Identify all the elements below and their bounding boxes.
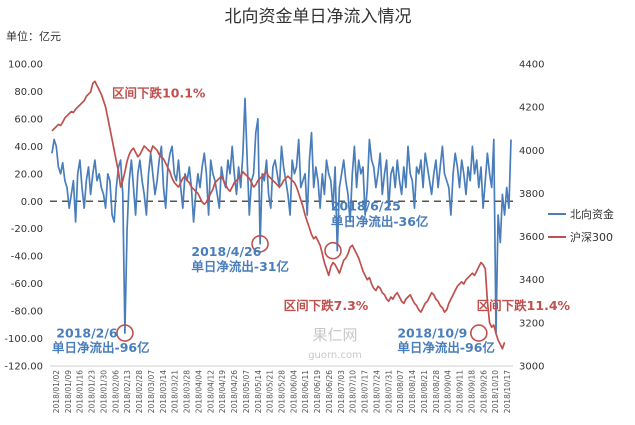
x-tick-label: 2018/06/19 xyxy=(313,370,322,413)
outflow-annotation: 2018/2/6 xyxy=(56,326,118,341)
watermark-sub: guorn.com xyxy=(308,350,362,361)
x-tick-label: 2018/07/31 xyxy=(384,370,393,413)
x-tick-label: 2018/08/14 xyxy=(408,370,417,413)
x-tick-label: 2018/02/06 xyxy=(111,370,120,413)
x-tick-label: 2018/01/16 xyxy=(76,370,85,413)
right-y-tick-label: 3200 xyxy=(519,318,544,329)
left-y-tick-label: 20.00 xyxy=(14,169,43,180)
x-tick-label: 2018/08/21 xyxy=(420,370,429,413)
decline-annotation: 区间下跌10.1% xyxy=(112,85,206,100)
chart-title: 北向资金单日净流入情况 xyxy=(225,7,412,27)
outflow-annotation: 单日净流出-96亿 xyxy=(52,340,150,355)
left-y-tick-label: 40.00 xyxy=(14,142,43,153)
x-tick-label: 2018/08/07 xyxy=(396,370,405,413)
x-tick-label: 2018/03/21 xyxy=(171,370,180,413)
outflow-annotation: 2018/4/26 xyxy=(191,244,261,259)
left-y-tick-label: -60.00 xyxy=(11,279,43,290)
left-y-tick-label: -100.00 xyxy=(4,334,43,345)
x-tick-label: 2018/06/11 xyxy=(301,370,310,413)
series-lines xyxy=(52,81,511,348)
x-tick-label: 2018/07/17 xyxy=(361,370,370,413)
csi300-line xyxy=(52,81,505,348)
outflow-annotation: 2018/6/25 xyxy=(331,199,401,214)
x-tick-label: 2018/01/09 xyxy=(64,370,73,413)
highlight-circle xyxy=(471,325,487,341)
x-tick-label: 2018/04/12 xyxy=(206,370,215,413)
outflow-annotation: 单日净流出-36亿 xyxy=(331,214,429,229)
x-tick-label: 2018/09/18 xyxy=(467,370,476,413)
left-y-tick-label: -20.00 xyxy=(11,224,43,235)
x-tick-label: 2018/01/23 xyxy=(88,370,97,413)
watermark: 果仁网 guorn.com xyxy=(308,326,362,361)
x-tick-label: 2018/04/19 xyxy=(218,370,227,413)
x-tick-label: 2018/09/11 xyxy=(456,370,465,413)
x-tick-label: 2018/10/10 xyxy=(491,370,500,413)
left-y-tick-label: 80.00 xyxy=(14,87,43,98)
left-y-tick-label: 60.00 xyxy=(14,114,43,125)
left-y-tick-label: -120.00 xyxy=(4,362,43,373)
right-y-axis-ticks: 4400 4200 4000 3800 3600 3400 3200 3000 xyxy=(519,60,544,373)
x-tick-label: 2018/10/17 xyxy=(503,370,512,413)
decline-annotation: 区间下跌7.3% xyxy=(284,298,369,313)
x-tick-label: 2018/06/26 xyxy=(325,370,334,413)
x-tick-label: 2018/02/13 xyxy=(123,370,132,413)
legend-label: 沪深300 xyxy=(570,230,613,244)
left-y-tick-label: -80.00 xyxy=(11,307,43,318)
x-tick-label: 2018/05/14 xyxy=(254,370,263,413)
left-y-tick-label: 0.00 xyxy=(21,197,43,208)
outflow-annotation: 2018/10/9 xyxy=(397,326,467,341)
left-y-tick-label: -40.00 xyxy=(11,252,43,263)
right-y-tick-label: 3600 xyxy=(519,232,544,243)
x-tick-label: 2018/01/02 xyxy=(52,370,61,413)
left-y-axis-ticks: 100.00 80.00 60.00 40.00 20.00 0.00 -20.00 -40.… xyxy=(4,60,43,373)
x-tick-label: 2018/09/26 xyxy=(479,370,488,413)
outflow-annotation: 单日净流出-96亿 xyxy=(397,340,495,355)
highlight-circle xyxy=(325,243,341,259)
x-tick-label: 2018/01/30 xyxy=(99,370,108,413)
right-y-tick-label: 3000 xyxy=(519,362,544,373)
y-axis-unit-label: 单位：亿元 xyxy=(6,29,61,43)
x-tick-label: 2018/02/28 xyxy=(135,370,144,413)
x-tick-label: 2018/08/28 xyxy=(432,370,441,413)
decline-annotation: 区间下跌11.4% xyxy=(477,298,571,313)
x-tick-label: 2018/03/14 xyxy=(159,370,168,413)
x-tick-label: 2018/09/04 xyxy=(444,370,453,413)
x-tick-label: 2018/05/21 xyxy=(266,370,275,413)
x-tick-label: 2018/07/03 xyxy=(337,370,346,413)
x-tick-label: 2018/06/04 xyxy=(289,370,298,413)
right-y-tick-label: 4000 xyxy=(519,146,544,157)
right-y-tick-label: 4200 xyxy=(519,103,544,114)
watermark-main: 果仁网 xyxy=(312,326,357,344)
x-tick-label: 2018/07/24 xyxy=(372,370,381,413)
x-axis-ticks: 2018/01/02 2018/01/09 2018/01/16 2018/01/23… xyxy=(52,370,512,413)
left-y-tick-label: 100.00 xyxy=(8,60,43,71)
legend-label: 北向资金 xyxy=(570,207,614,221)
outflow-annotation: 单日净流出-31亿 xyxy=(191,259,289,274)
x-tick-label: 2018/03/28 xyxy=(183,370,192,413)
x-tick-label: 2018/03/07 xyxy=(147,370,156,413)
x-tick-label: 2018/07/10 xyxy=(349,370,358,413)
right-y-tick-label: 4400 xyxy=(519,60,544,71)
right-y-tick-label: 3800 xyxy=(519,189,544,200)
right-y-tick-label: 3400 xyxy=(519,275,544,286)
x-tick-label: 2018/05/07 xyxy=(242,370,251,413)
northbound-flow-line xyxy=(52,98,511,333)
x-tick-label: 2018/05/28 xyxy=(278,370,287,413)
x-tick-label: 2018/04/04 xyxy=(194,370,203,413)
x-tick-label: 2018/04/26 xyxy=(230,370,239,413)
annotations: 区间下跌10.1%区间下跌7.3% 区间下跌11.4%2018/2/6单日净流出-… xyxy=(52,85,571,355)
